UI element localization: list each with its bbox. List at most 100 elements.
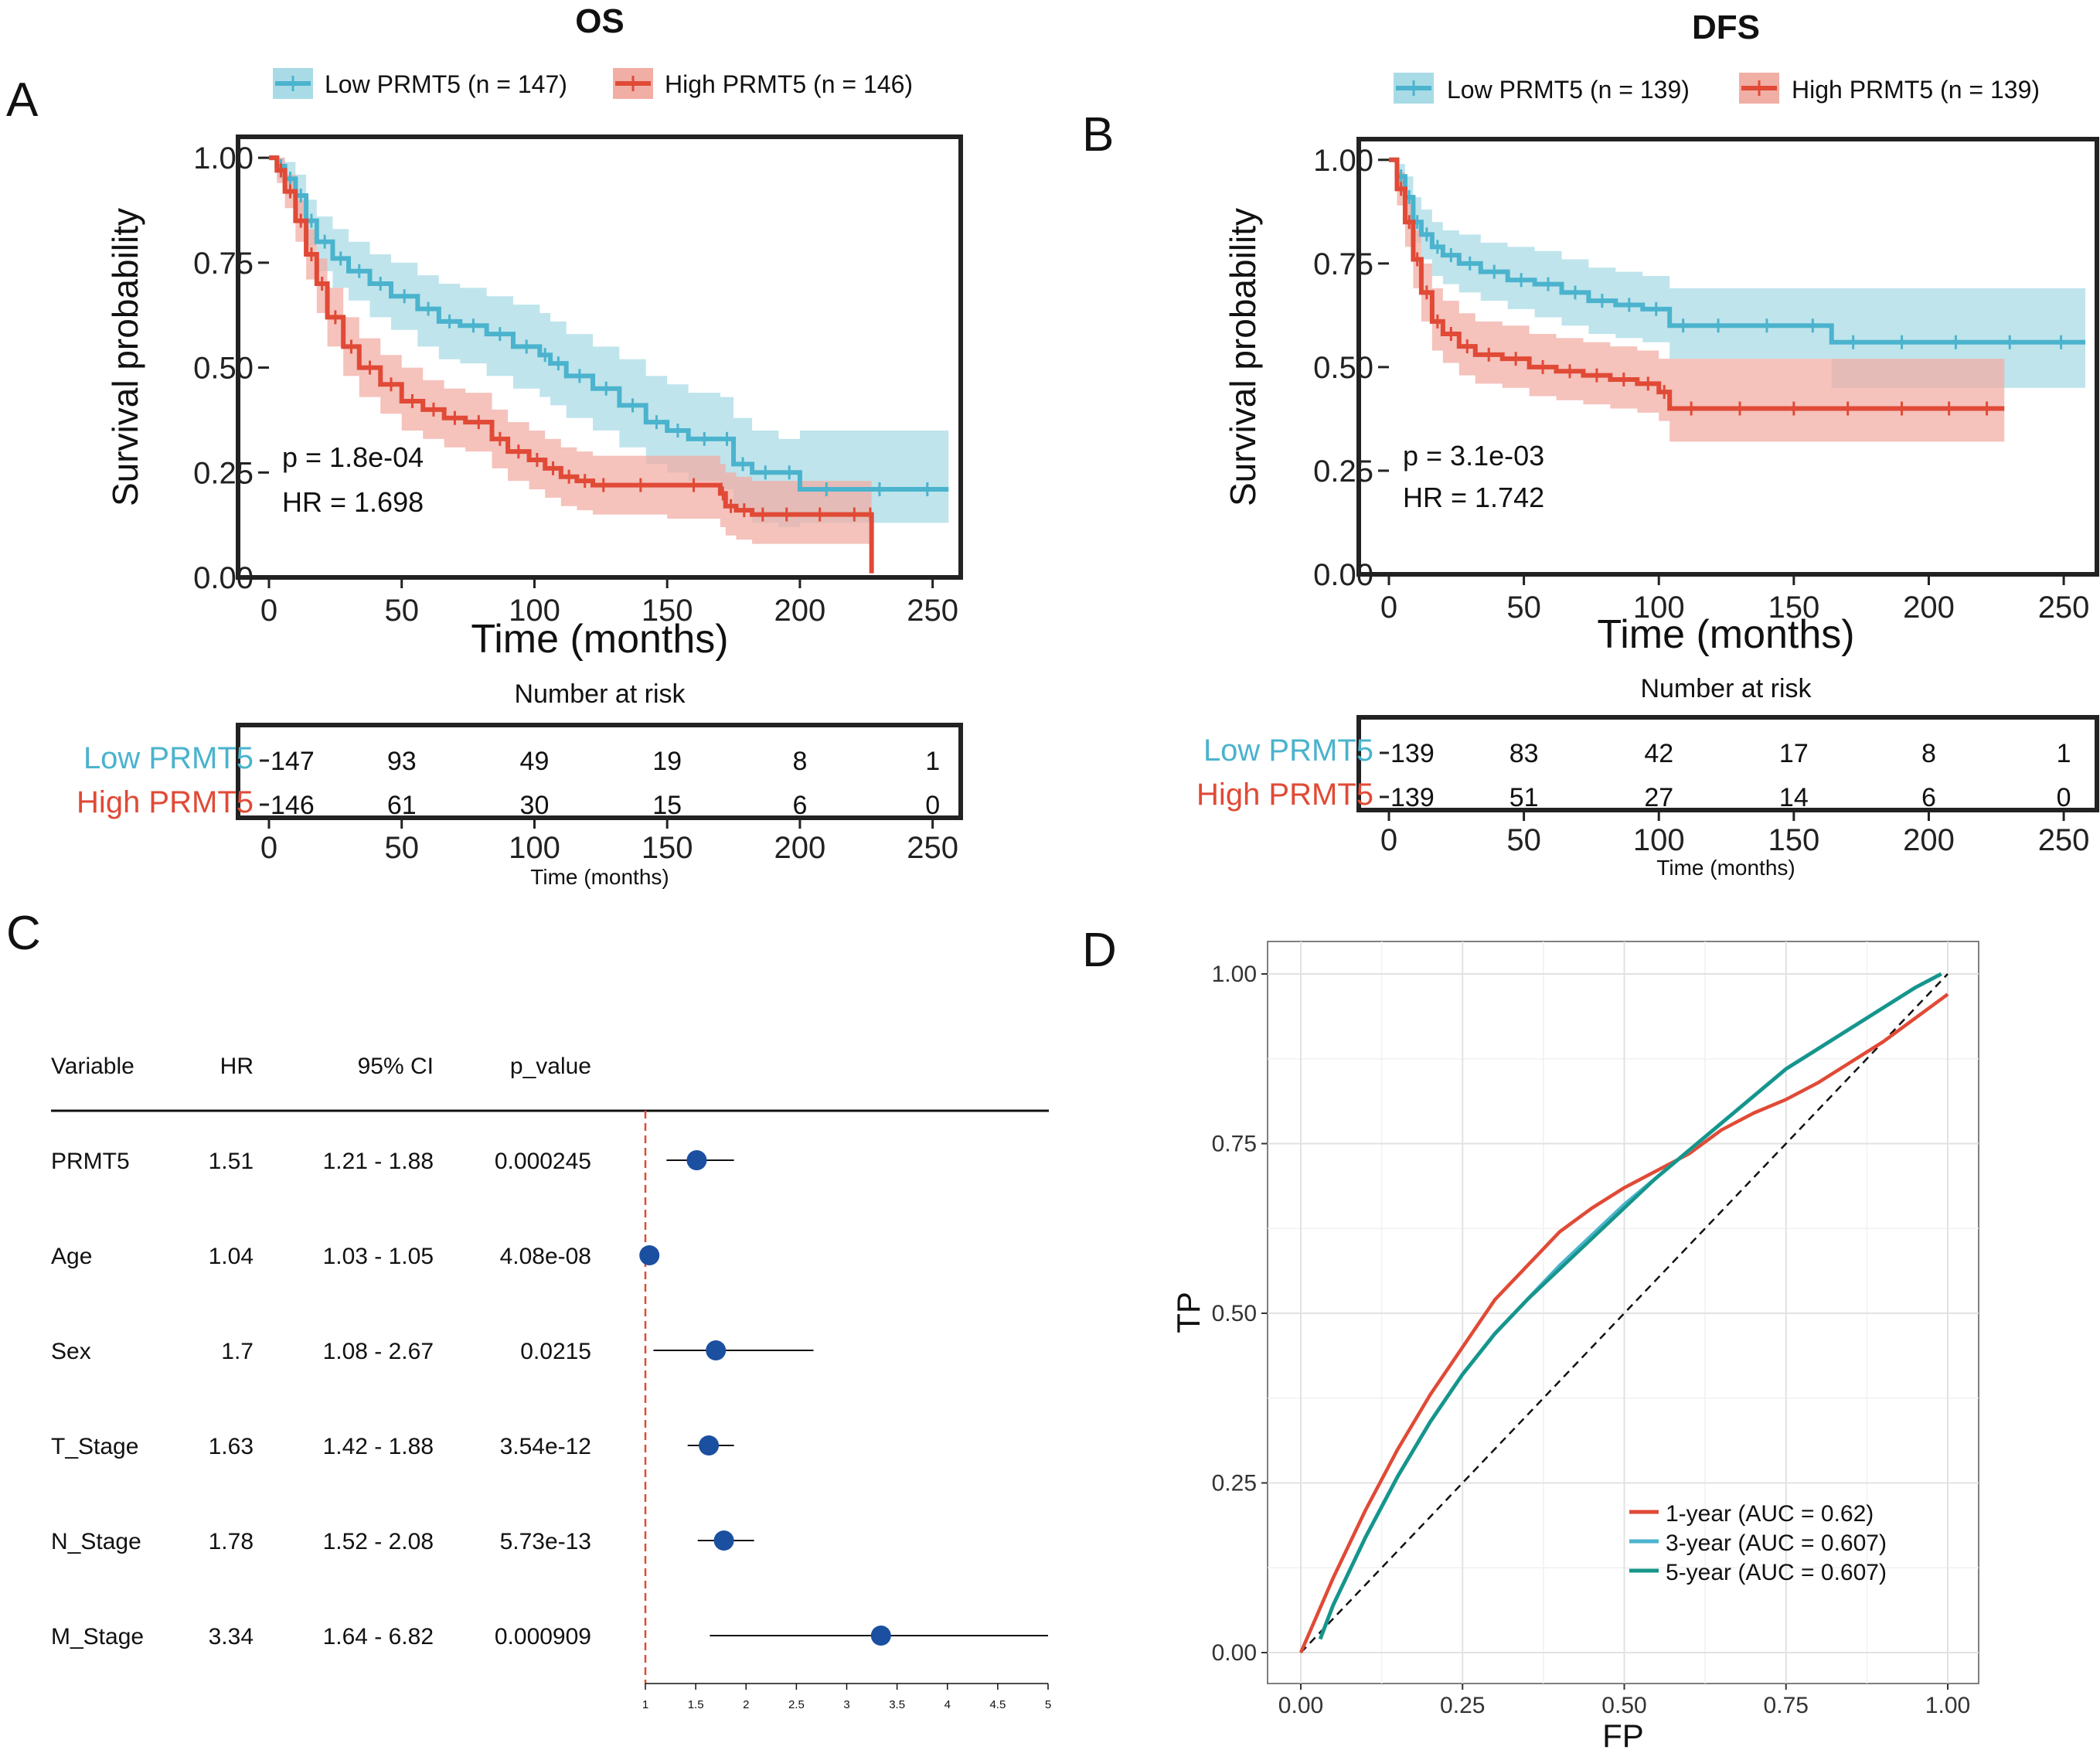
roc-y-tick-label: 0.75 — [1212, 1132, 1257, 1157]
dfs-panel: DFS Low PRMT5 (n = 139) High PRMT5 (n = … — [1196, 9, 2099, 880]
dfs-hazard-ratio: HR = 1.742 — [1403, 482, 1544, 513]
os-title: OS — [575, 2, 625, 40]
os-risk-row-label: High PRMT5 — [77, 785, 254, 819]
dfs-risk-value: 14 — [1779, 783, 1809, 812]
os-risk-value: 30 — [520, 791, 550, 820]
forest-header-hr: HR — [220, 1054, 254, 1079]
dfs-risk-value: 8 — [1921, 739, 1936, 768]
forest-p-value: 3.54e-12 — [500, 1434, 591, 1459]
os-risk-value: 61 — [387, 791, 417, 820]
forest-x-tick-label: 3 — [843, 1698, 849, 1711]
dfs-risk-x-label: Time (months) — [1656, 856, 1795, 880]
forest-x-tick-label: 4 — [944, 1698, 951, 1711]
os-x-axis: 0 50 100 150 200 250 — [260, 577, 958, 628]
os-risk-x-tick-label: 200 — [774, 831, 826, 865]
os-risk-value: 0 — [925, 791, 940, 820]
dfs-risk-row-label: High PRMT5 — [1196, 778, 1373, 812]
roc-legend-5y-label: 5-year (AUC = 0.607) — [1666, 1560, 1887, 1585]
forest-x-tick-label: 3.5 — [889, 1698, 905, 1711]
forest-ci: 1.21 - 1.88 — [323, 1149, 434, 1174]
dfs-legend: Low PRMT5 (n = 139) High PRMT5 (n = 139) — [1394, 73, 2040, 104]
os-curve-high — [269, 155, 874, 574]
dfs-x-axis: 0 50 100 150 200 250 — [1380, 574, 2090, 625]
os-panel: OS Low PRMT5 (n = 147) High PRMT5 (n = 1… — [77, 2, 963, 889]
os-risk-x-tick-label: 50 — [384, 831, 419, 865]
forest-point — [686, 1150, 707, 1170]
roc-x-tick-label: 0.50 — [1601, 1693, 1646, 1718]
forest-hr: 1.04 — [209, 1244, 254, 1269]
forest-ci: 1.64 - 6.82 — [323, 1624, 434, 1650]
forest-hr: 3.34 — [209, 1624, 254, 1650]
dfs-plot-frame — [1356, 137, 2099, 577]
forest-header-variable: Variable — [51, 1054, 134, 1079]
panel-label-d: D — [1082, 924, 1117, 977]
forest-p-value: 0.000909 — [495, 1624, 591, 1650]
os-x-tick-label: 100 — [509, 594, 560, 628]
os-risk-value: 146 — [271, 791, 315, 820]
forest-point — [639, 1245, 660, 1265]
os-risk-x-label: Time (months) — [530, 865, 669, 889]
dfs-risk-value: 27 — [1644, 783, 1673, 812]
forest-x-tick-label: 4.5 — [989, 1698, 1006, 1711]
dfs-curve-low — [1389, 157, 2086, 345]
os-x-tick-label: 250 — [907, 594, 958, 628]
dfs-confidence-bands — [1389, 159, 2086, 442]
dfs-risk-value: 139 — [1390, 739, 1435, 768]
os-y-tick-label: 0.25 — [193, 456, 254, 490]
forest-hr: 1.7 — [221, 1339, 254, 1364]
dfs-survival-curves — [1389, 157, 2086, 416]
os-y-axis: 0.000.250.500.751.00 — [193, 141, 269, 595]
os-y-tick-label: 0.50 — [193, 352, 254, 386]
dfs-y-tick-label: 0.75 — [1313, 247, 1373, 281]
roc-x-tick-label: 0.75 — [1764, 1693, 1809, 1718]
forest-header-p: p_value — [510, 1054, 591, 1079]
dfs-band-low — [1389, 159, 2086, 388]
roc-curves — [1298, 972, 1949, 1653]
os-risk-value: 147 — [271, 747, 315, 776]
os-x-label: Time (months) — [471, 617, 728, 662]
os-p-value: p = 1.8e-04 — [282, 441, 424, 473]
roc-legend: 1-year (AUC = 0.62) 3-year (AUC = 0.607)… — [1629, 1501, 1887, 1585]
roc-y-tick-label: 0.00 — [1212, 1640, 1257, 1666]
roc-legend-1y-label: 1-year (AUC = 0.62) — [1666, 1501, 1874, 1527]
panel-label-b: B — [1082, 108, 1114, 162]
forest-header-ci: 95% CI — [358, 1054, 434, 1079]
dfs-risk-value: 83 — [1509, 739, 1539, 768]
os-risk-table: Low PRMT5 147 93 49 19 8 1 High PRMT5 146 61 30 15 6… — [77, 741, 958, 865]
forest-variable: N_Stage — [51, 1529, 141, 1554]
dfs-x-tick-label: 150 — [1768, 591, 1819, 625]
dfs-risk-title: Number at risk — [1640, 674, 1812, 703]
dfs-legend-high-label: High PRMT5 (n = 139) — [1792, 76, 2040, 104]
dfs-x-tick-label: 200 — [1903, 591, 1955, 625]
forest-ci: 1.52 - 2.08 — [323, 1529, 434, 1554]
os-survival-curves — [269, 155, 949, 574]
dfs-y-tick-label: 0.50 — [1313, 351, 1373, 385]
dfs-x-tick-label: 250 — [2038, 591, 2090, 625]
roc-y-label: TP — [1170, 1292, 1207, 1333]
os-y-label: Survival probability — [105, 208, 145, 506]
os-risk-value: 15 — [652, 791, 682, 820]
os-band-low — [269, 158, 949, 527]
roc-curve-5-year — [1319, 972, 1942, 1640]
panel-label-a: A — [6, 73, 39, 127]
os-risk-x-tick-label: 250 — [907, 831, 958, 865]
os-x-tick-label: 200 — [774, 594, 826, 628]
dfs-x-tick-label: 0 — [1380, 591, 1397, 625]
forest-hr: 1.78 — [209, 1529, 254, 1554]
dfs-risk-value: 1 — [2057, 739, 2071, 768]
forest-p-value: 0.000245 — [495, 1149, 591, 1174]
os-hazard-ratio: HR = 1.698 — [282, 486, 424, 518]
dfs-risk-x-tick-label: 250 — [2038, 823, 2090, 857]
forest-variable: M_Stage — [51, 1624, 144, 1650]
dfs-x-tick-label: 100 — [1633, 591, 1685, 625]
os-risk-x-tick-label: 150 — [642, 831, 693, 865]
os-legend-high-label: High PRMT5 (n = 146) — [665, 70, 913, 98]
roc-x-tick-label: 1.00 — [1925, 1693, 1970, 1718]
os-risk-value: 49 — [520, 747, 550, 776]
forest-point — [713, 1530, 734, 1551]
forest-variable: PRMT5 — [51, 1149, 130, 1174]
roc-curve-1-year — [1298, 992, 1949, 1653]
roc-axes: 0.00 0.25 0.50 0.75 1.00 0.00 0.25 0.50 0.75 1.00 — [1212, 962, 1971, 1718]
os-x-tick-label: 0 — [260, 594, 277, 628]
